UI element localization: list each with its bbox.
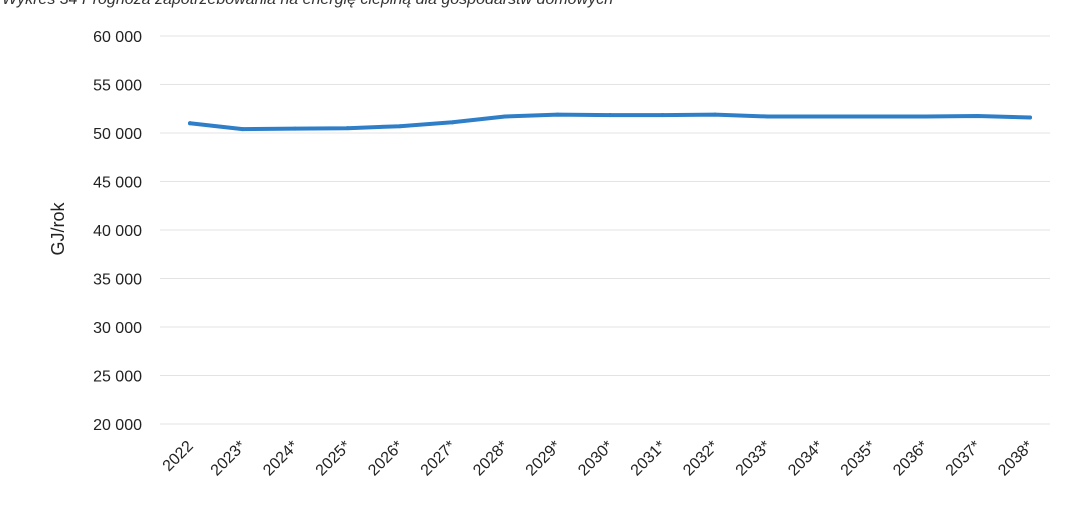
x-tick-label: 2038* (995, 438, 1037, 480)
x-tick-label: 2030* (575, 438, 617, 480)
data-point (555, 112, 560, 117)
x-tick-label: 2025* (313, 438, 355, 480)
y-tick-label: 55 000 (93, 78, 142, 95)
data-point (870, 114, 875, 119)
y-tick-label: 35 000 (93, 272, 142, 289)
data-point (188, 121, 192, 126)
y-tick-label: 50 000 (93, 126, 142, 143)
data-point (503, 114, 507, 119)
x-tick-label: 2035* (838, 438, 880, 480)
x-tick-label: 2027* (418, 438, 460, 480)
data-point (1028, 115, 1032, 120)
x-axis-ticks: 2022 2023* 2024* 2025* 2026* 2027* 2028* 2029* 2… (160, 438, 1037, 480)
y-tick-label: 40 000 (93, 223, 142, 240)
data-point (240, 127, 245, 132)
x-tick-label: 2029* (523, 438, 565, 480)
x-tick-label: 2034* (785, 438, 827, 480)
y-tick-label: 25 000 (93, 369, 142, 386)
x-tick-label: 2026* (365, 438, 407, 480)
data-point (660, 113, 665, 118)
y-tick-label: 60 000 (93, 29, 142, 46)
x-tick-label: 2037* (943, 438, 985, 480)
data-point (975, 114, 980, 119)
data-point (293, 126, 297, 131)
data-point (345, 126, 350, 131)
x-tick-label: 2024* (260, 438, 302, 480)
gridlines (160, 35, 1050, 425)
series-layer (188, 112, 1032, 132)
y-tick-label: 20 000 (93, 417, 142, 434)
chart-caption: Wykres 34 Prognoza zapotrzebowania na en… (2, 0, 613, 9)
y-axis-label: GJ/rok (48, 202, 68, 256)
x-tick-label: 2036* (890, 438, 932, 480)
y-axis-ticks: 20 000 25 000 30 000 35 000 40 000 45 000 50 0… (93, 29, 142, 434)
x-tick-label: 2031* (628, 438, 670, 480)
data-point (450, 120, 455, 125)
x-tick-label: 2033* (733, 438, 775, 480)
x-tick-label: 2032* (680, 438, 722, 480)
y-tick-label: 30 000 (93, 320, 142, 337)
y-tick-label: 45 000 (93, 175, 142, 192)
data-point (713, 112, 717, 117)
data-point (398, 124, 402, 129)
data-point (923, 114, 927, 119)
x-tick-label: 2023* (208, 438, 250, 480)
data-point (608, 113, 612, 118)
x-tick-label: 2028* (470, 438, 512, 480)
data-point (818, 114, 822, 119)
data-point (765, 114, 770, 119)
x-tick-label: 2022 (160, 438, 197, 475)
